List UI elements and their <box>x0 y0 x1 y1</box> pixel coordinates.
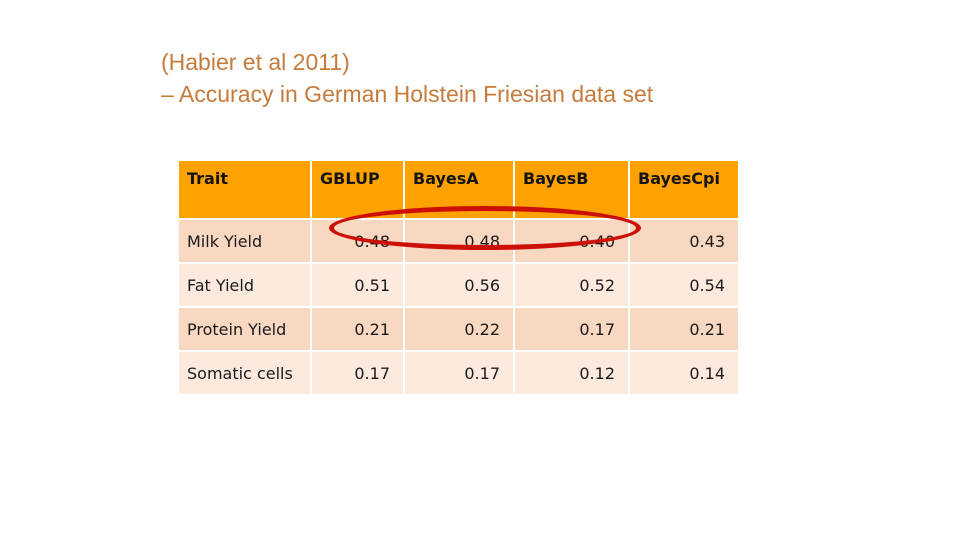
column-header-bayesa: BayesA <box>403 159 515 220</box>
value-cell: 0.48 <box>310 218 405 264</box>
column-header-bayescpi: BayesCpi <box>628 159 740 220</box>
value-cell: 0.17 <box>403 350 515 396</box>
value-cell: 0.56 <box>403 262 515 308</box>
title-subtitle-line: – Accuracy in German Holstein Friesian d… <box>161 81 654 107</box>
trait-label: Fat Yield <box>177 262 312 308</box>
value-cell: 0.12 <box>513 350 630 396</box>
table-row: Milk Yield 0.48 0.48 0.40 0.43 <box>177 218 740 264</box>
value-cell: 0.54 <box>628 262 740 308</box>
value-cell: 0.21 <box>310 306 405 352</box>
value-cell: 0.48 <box>403 218 515 264</box>
value-cell: 0.17 <box>310 350 405 396</box>
value-cell: 0.21 <box>628 306 740 352</box>
value-cell: 0.40 <box>513 218 630 264</box>
value-cell: 0.52 <box>513 262 630 308</box>
value-cell: 0.43 <box>628 218 740 264</box>
column-header-trait: Trait <box>177 159 312 220</box>
value-cell: 0.22 <box>403 306 515 352</box>
table-row: Fat Yield 0.51 0.56 0.52 0.54 <box>177 262 740 308</box>
trait-label: Somatic cells <box>177 350 312 396</box>
column-header-bayesb: BayesB <box>513 159 630 220</box>
accuracy-table: Trait GBLUP BayesA BayesB BayesCpi Milk … <box>177 159 740 396</box>
slide-title: (Habier et al 2011) – Accuracy in German… <box>161 46 653 110</box>
trait-label: Milk Yield <box>177 218 312 264</box>
table-row: Protein Yield 0.21 0.22 0.17 0.21 <box>177 306 740 352</box>
value-cell: 0.17 <box>513 306 630 352</box>
table-row: Somatic cells 0.17 0.17 0.12 0.14 <box>177 350 740 396</box>
value-cell: 0.14 <box>628 350 740 396</box>
title-reference-line: (Habier et al 2011) <box>161 49 350 75</box>
trait-label: Protein Yield <box>177 306 312 352</box>
value-cell: 0.51 <box>310 262 405 308</box>
table-header-row: Trait GBLUP BayesA BayesB BayesCpi <box>177 159 740 220</box>
column-header-gblup: GBLUP <box>310 159 405 220</box>
